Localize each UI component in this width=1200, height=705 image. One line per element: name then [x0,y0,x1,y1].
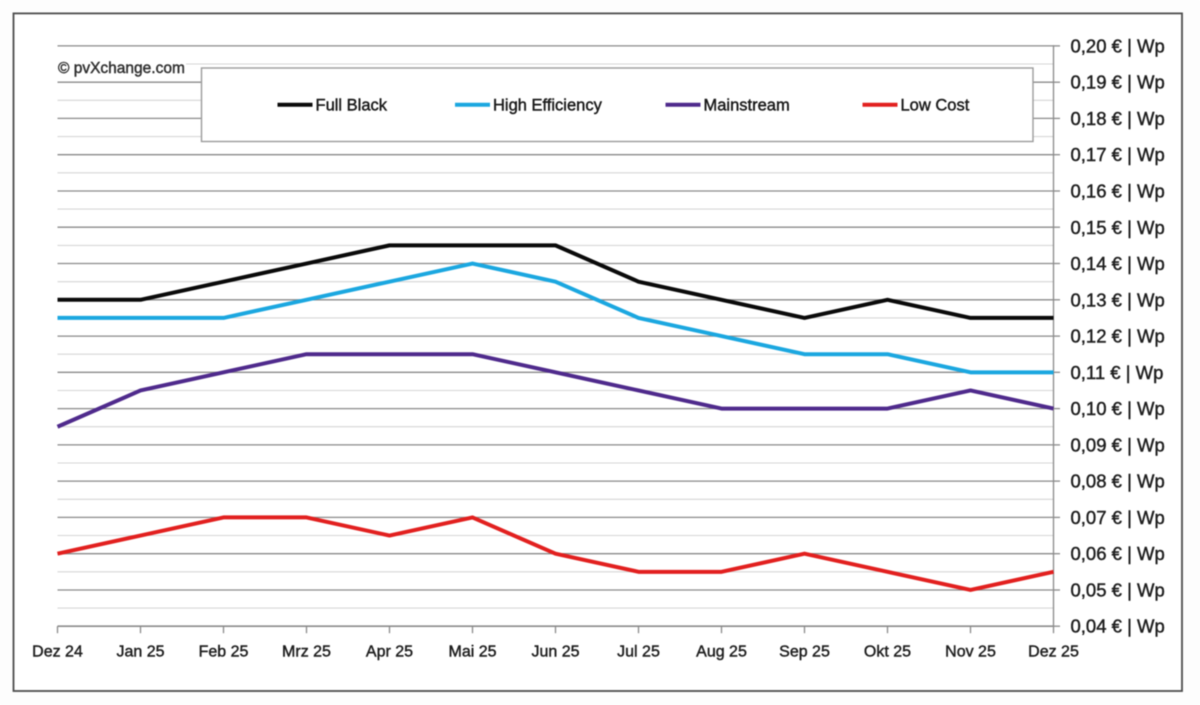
svg-text:0,15 € | Wp: 0,15 € | Wp [1071,217,1165,238]
svg-text:Mrz 25: Mrz 25 [282,643,331,660]
svg-text:Apr 25: Apr 25 [366,643,413,660]
svg-text:Okt 25: Okt 25 [864,643,911,660]
svg-text:Sep 25: Sep 25 [779,643,830,660]
svg-text:0,05 € | Wp: 0,05 € | Wp [1071,580,1165,601]
svg-text:0,12 € | Wp: 0,12 € | Wp [1071,326,1165,347]
svg-text:0,19 € | Wp: 0,19 € | Wp [1071,72,1165,93]
svg-text:Jan 25: Jan 25 [116,643,164,660]
svg-text:0,07 € | Wp: 0,07 € | Wp [1071,507,1165,528]
svg-text:0,14 € | Wp: 0,14 € | Wp [1071,253,1165,274]
svg-text:High Efficiency: High Efficiency [493,97,603,115]
svg-text:© pvXchange.com: © pvXchange.com [58,60,185,77]
svg-text:Jul 25: Jul 25 [617,643,660,660]
svg-text:Full Black: Full Black [316,97,388,115]
svg-text:0,08 € | Wp: 0,08 € | Wp [1071,471,1165,492]
svg-text:Mainstream: Mainstream [704,97,790,115]
svg-text:Aug 25: Aug 25 [696,643,747,660]
svg-text:0,17 € | Wp: 0,17 € | Wp [1071,144,1165,165]
svg-text:0,20 € | Wp: 0,20 € | Wp [1071,35,1165,56]
svg-text:Nov 25: Nov 25 [945,643,996,660]
svg-text:Dez 25: Dez 25 [1028,643,1079,660]
svg-text:0,18 € | Wp: 0,18 € | Wp [1071,108,1165,129]
svg-text:Jun 25: Jun 25 [531,643,579,660]
svg-text:Mai 25: Mai 25 [448,643,496,660]
svg-text:Feb 25: Feb 25 [199,643,249,660]
svg-text:0,10 € | Wp: 0,10 € | Wp [1071,398,1165,419]
svg-text:0,09 € | Wp: 0,09 € | Wp [1071,434,1165,455]
svg-text:0,06 € | Wp: 0,06 € | Wp [1071,543,1165,564]
svg-text:Dez 24: Dez 24 [32,643,83,660]
svg-text:0,13 € | Wp: 0,13 € | Wp [1071,289,1165,310]
svg-text:0,04 € | Wp: 0,04 € | Wp [1071,616,1165,637]
svg-text:Low Cost: Low Cost [901,97,970,115]
svg-text:0,16 € | Wp: 0,16 € | Wp [1071,181,1165,202]
svg-text:0,11 € | Wp: 0,11 € | Wp [1071,362,1164,383]
